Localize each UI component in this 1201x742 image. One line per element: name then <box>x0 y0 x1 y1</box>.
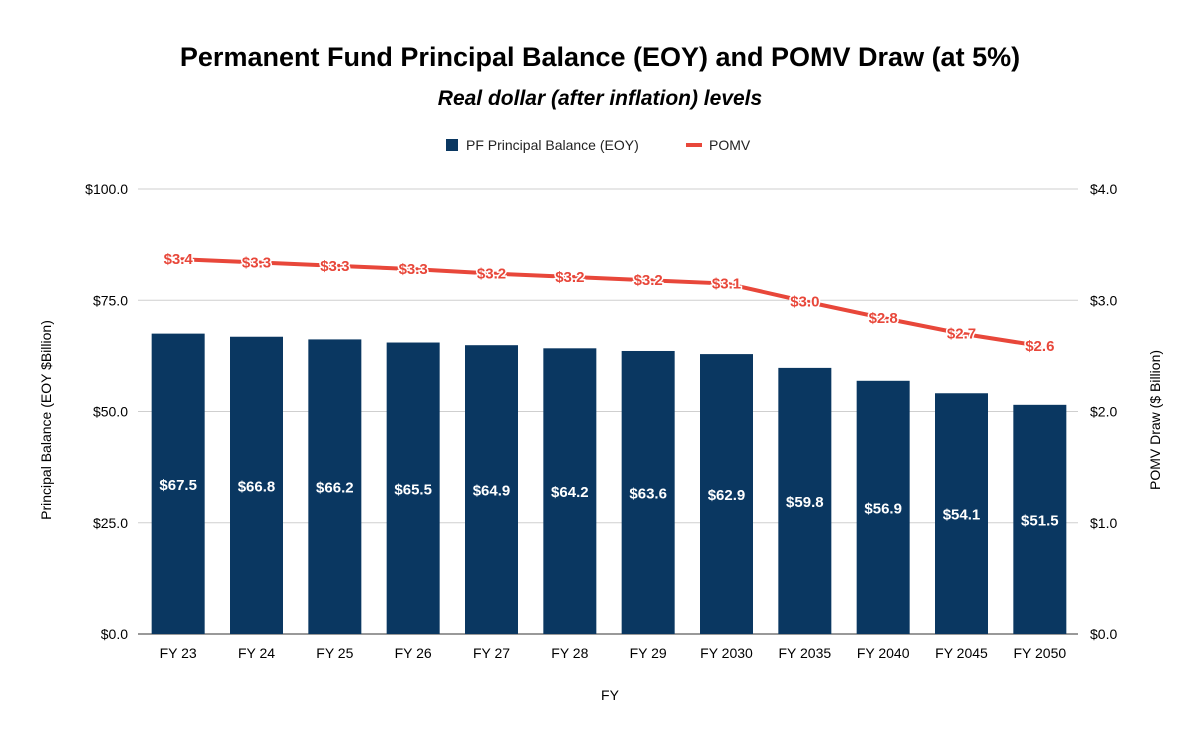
bar <box>308 339 362 634</box>
pomv-value-label: $3.3 <box>242 254 271 271</box>
bar-value-label: $64.2 <box>551 484 589 501</box>
chart-title: Permanent Fund Principal Balance (EOY) a… <box>180 42 1020 72</box>
x-tick-label: FY 28 <box>551 645 588 661</box>
pomv-line-series <box>176 257 1042 348</box>
bar <box>778 367 832 634</box>
y2-tick-label: $1.0 <box>1090 515 1117 531</box>
pomv-value-label: $2.6 <box>1025 338 1054 355</box>
bar <box>230 336 283 634</box>
left-axis-ticks: $0.0 $25.0 $50.0 $75.0 $100.0 <box>85 181 128 642</box>
pomv-value-label: $3.1 <box>712 276 741 293</box>
bar-value-label: $56.9 <box>864 500 902 517</box>
pomv-value-label: $2.8 <box>869 310 898 327</box>
chart-subtitle: Real dollar (after inflation) levels <box>438 87 762 110</box>
pomv-value-label: $3.3 <box>399 261 428 278</box>
x-tick-label: FY 2035 <box>778 645 831 661</box>
pomv-value-label: $2.7 <box>947 326 976 343</box>
bar <box>621 350 675 634</box>
y2-axis-title: POMV Draw ($ Billion) <box>1147 350 1163 490</box>
legend: PF Principal Balance (EOY) POMV <box>446 137 751 153</box>
bar-value-label: $54.1 <box>943 507 981 524</box>
x-axis-title: FY <box>601 687 620 703</box>
x-tick-label: FY 2045 <box>935 645 988 661</box>
bar-value-label: $66.2 <box>316 480 354 497</box>
bar-data-labels: $67.5 $66.8 $66.2 $65.5 $64.9 $64.2 $63.6 $62.9… <box>159 477 1058 530</box>
bar-value-label: $67.5 <box>159 477 197 494</box>
pomv-value-label: $3.2 <box>555 269 584 286</box>
legend-label-balance: PF Principal Balance (EOY) <box>466 137 639 153</box>
y2-tick-label: $3.0 <box>1090 292 1117 308</box>
legend-swatch-balance <box>446 139 458 151</box>
bar-value-label: $65.5 <box>394 481 432 498</box>
pomv-value-label: $3.4 <box>164 251 194 268</box>
bar-value-label: $51.5 <box>1021 512 1059 529</box>
y-tick-label: $25.0 <box>93 515 128 531</box>
bar-value-label: $66.8 <box>238 478 276 495</box>
x-tick-label: FY 26 <box>395 645 432 661</box>
pomv-line <box>176 257 1042 348</box>
y2-tick-label: $4.0 <box>1090 181 1117 197</box>
x-tick-label: FY 23 <box>160 645 197 661</box>
y-tick-label: $0.0 <box>101 626 128 642</box>
bar <box>935 393 988 634</box>
pomv-value-label: $3.2 <box>477 266 506 283</box>
x-tick-label: FY 2050 <box>1013 645 1066 661</box>
bar <box>543 348 597 634</box>
bar-value-label: $62.9 <box>708 487 746 504</box>
pomv-value-label: $3.0 <box>790 293 819 310</box>
bar <box>700 354 753 634</box>
x-tick-label: FY 27 <box>473 645 510 661</box>
x-tick-label: FY 2040 <box>857 645 910 661</box>
y2-tick-label: $0.0 <box>1090 626 1117 642</box>
pomv-value-label: $3.3 <box>320 258 349 275</box>
bar-series <box>151 333 1067 634</box>
pomv-value-label: $3.2 <box>634 272 663 289</box>
bar <box>856 380 910 634</box>
bar-value-label: $63.6 <box>629 485 667 502</box>
y2-tick-label: $2.0 <box>1090 404 1117 420</box>
bar-value-label: $64.9 <box>473 483 511 500</box>
x-tick-label: FY 29 <box>630 645 667 661</box>
x-tick-label: FY 24 <box>238 645 275 661</box>
gridlines <box>138 188 1078 635</box>
bar <box>151 333 205 634</box>
x-tick-label: FY 2030 <box>700 645 753 661</box>
y-tick-label: $75.0 <box>93 292 128 308</box>
bar <box>386 342 440 634</box>
y-tick-label: $50.0 <box>93 404 128 420</box>
pomv-data-labels: $3.4 $3.3 $3.3 $3.3 $3.2 $3.2 $3.2 $3.1 $3.0 $2.8… <box>162 250 1056 357</box>
y-tick-label: $100.0 <box>85 181 128 197</box>
y-axis-title: Principal Balance (EOY $Billion) <box>38 320 54 520</box>
right-axis-ticks: $0.0 $1.0 $2.0 $3.0 $4.0 <box>1090 181 1117 642</box>
x-tick-label: FY 25 <box>316 645 353 661</box>
x-axis-ticks: FY 23 FY 24 FY 25 FY 26 FY 27 FY 28 FY 29 FY 20… <box>160 645 1067 661</box>
legend-label-pomv: POMV <box>709 137 751 153</box>
bar <box>465 345 518 634</box>
bar-value-label: $59.8 <box>786 494 824 511</box>
bar <box>1013 404 1067 634</box>
